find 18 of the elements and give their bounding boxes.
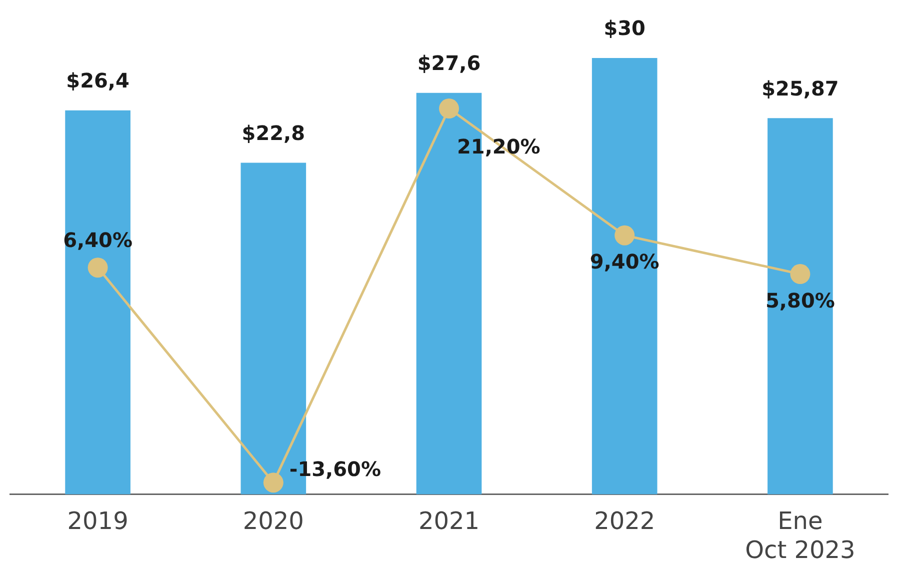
data-label: $26,4: [66, 68, 130, 93]
data-label: $30: [604, 16, 646, 40]
bar: [592, 58, 658, 494]
point: [614, 225, 635, 246]
data-label: $25,87: [762, 76, 839, 100]
x-tick-label: 2019: [67, 507, 128, 536]
bar: [65, 110, 130, 494]
point: [88, 258, 108, 278]
x-tick-label: 2021: [418, 507, 480, 536]
point: [439, 98, 459, 119]
data-label: $22,8: [242, 120, 306, 145]
x-tick-label: 2022: [594, 507, 656, 536]
bar: [768, 118, 833, 494]
x-tick-label: Ene Oct 2023: [745, 507, 856, 564]
data-label: $27,6: [417, 51, 481, 76]
x-tick-label: 2020: [242, 507, 304, 536]
point: [263, 472, 284, 493]
point: [790, 264, 810, 284]
